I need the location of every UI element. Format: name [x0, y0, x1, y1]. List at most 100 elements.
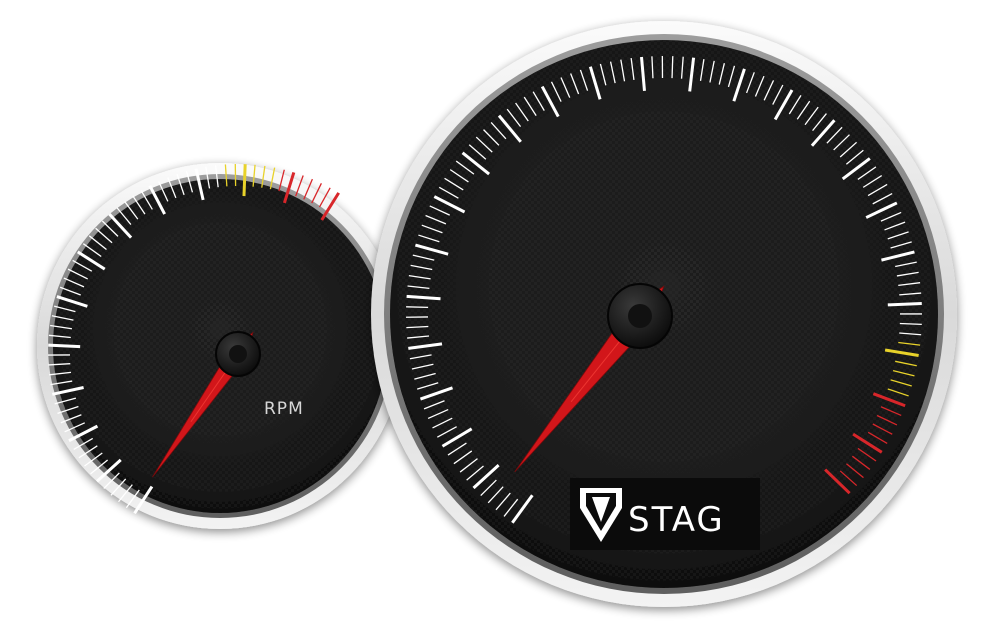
minor-tick [49, 371, 72, 376]
brand-badge: STAG [570, 478, 760, 550]
stag-shield-icon [580, 488, 622, 542]
minor-tick [67, 268, 88, 280]
minor-tick [890, 241, 912, 249]
minor-tick [579, 69, 589, 91]
minor-tick [421, 224, 443, 234]
minor-tick [90, 459, 109, 475]
minor-tick [506, 108, 522, 127]
minor-tick [796, 100, 811, 120]
major-tick [441, 427, 473, 448]
minor-tick [78, 445, 98, 459]
minor-tick [412, 254, 435, 261]
minor-tick [718, 63, 726, 85]
minor-tick [252, 164, 256, 187]
major-tick [408, 342, 443, 350]
major-tick [511, 494, 534, 524]
major-tick [148, 185, 166, 215]
minor-tick [410, 264, 433, 271]
major-tick [282, 171, 296, 204]
minor-tick [872, 193, 893, 205]
minor-tick [833, 134, 850, 151]
major-tick [884, 348, 919, 357]
major-tick [841, 157, 871, 181]
minor-tick [699, 59, 705, 81]
minor-tick [892, 369, 915, 377]
minor-tick [862, 175, 883, 188]
minor-tick [515, 102, 529, 122]
minor-tick [278, 169, 285, 192]
minor-tick [50, 380, 73, 386]
minor-tick [490, 122, 507, 140]
minor-tick [468, 144, 487, 160]
minor-tick [872, 423, 893, 435]
minor-tick [60, 414, 82, 424]
major-tick [76, 250, 106, 271]
minor-tick [890, 379, 912, 387]
major-tick [865, 201, 898, 219]
minor-tick [466, 465, 484, 481]
tachometer-hub [215, 331, 261, 377]
minor-tick [407, 285, 430, 290]
tachometer: RPM [37, 163, 403, 529]
minor-tick [110, 478, 127, 496]
major-tick [588, 66, 602, 100]
minor-tick [857, 447, 877, 462]
minor-tick [812, 113, 827, 132]
minor-tick [447, 442, 467, 456]
minor-tick [64, 422, 86, 433]
minor-tick [839, 470, 858, 487]
minor-tick [269, 167, 276, 190]
major-tick [56, 295, 88, 308]
minor-tick [727, 65, 736, 88]
minor-tick [609, 61, 616, 84]
minor-tick [503, 498, 519, 517]
minor-tick [57, 405, 79, 415]
minor-tick [124, 201, 139, 220]
speedometer: STAG [371, 21, 957, 607]
major-tick [108, 213, 133, 239]
minor-tick [550, 81, 562, 102]
minor-tick [876, 414, 898, 426]
minor-tick [709, 60, 715, 83]
minor-tick [671, 56, 674, 79]
minor-tick [867, 183, 888, 197]
minor-tick [887, 231, 909, 240]
minor-tick [63, 277, 85, 288]
minor-tick [205, 166, 211, 189]
minor-tick [651, 56, 654, 79]
minor-tick [406, 306, 429, 309]
major-tick [881, 250, 915, 262]
major-tick [540, 85, 560, 118]
minor-tick [261, 165, 266, 188]
minor-tick [483, 129, 500, 146]
minor-tick [416, 382, 439, 390]
major-tick [773, 89, 794, 121]
minor-tick [839, 141, 858, 158]
major-tick [95, 458, 122, 483]
major-tick [68, 424, 99, 443]
minor-tick [88, 235, 107, 251]
minor-tick [214, 165, 219, 188]
minor-tick [73, 437, 94, 450]
minor-tick [880, 406, 902, 417]
major-tick [688, 57, 696, 92]
minor-tick [487, 486, 504, 504]
minor-tick [418, 234, 440, 243]
minor-tick [411, 363, 434, 370]
speedometer-hub [607, 283, 673, 349]
minor-tick [59, 286, 81, 296]
major-tick [872, 392, 906, 408]
minor-tick [788, 95, 802, 115]
minor-tick [453, 450, 473, 465]
major-tick [242, 164, 247, 197]
minor-tick [867, 431, 888, 444]
minor-tick [444, 177, 464, 191]
minor-tick [523, 96, 537, 116]
major-tick [419, 386, 454, 401]
minor-tick [427, 408, 449, 420]
minor-tick [409, 354, 432, 360]
minor-tick [132, 195, 146, 215]
minor-tick [51, 315, 74, 321]
minor-tick [406, 325, 429, 329]
